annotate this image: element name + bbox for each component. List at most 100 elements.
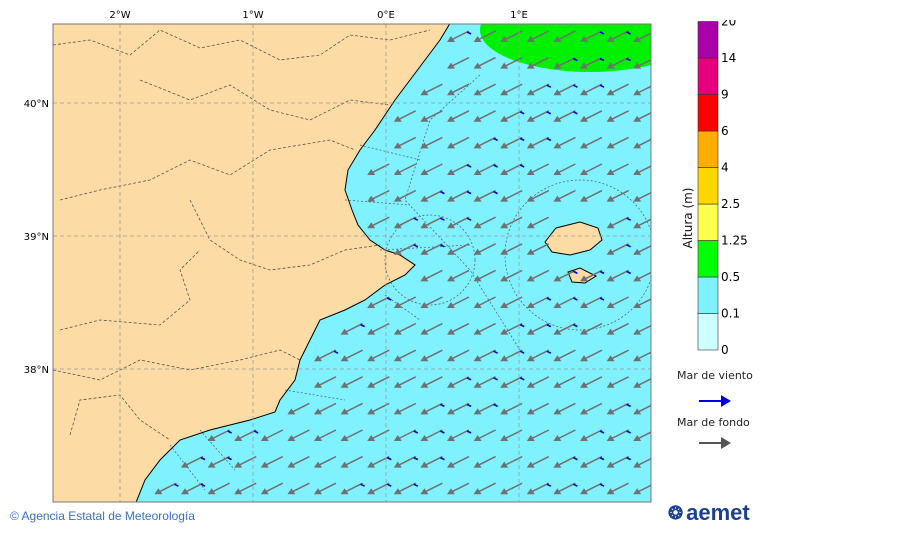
swell-arrow xyxy=(447,216,470,229)
wind-sea-arrow xyxy=(519,350,525,354)
swell-arrow xyxy=(420,322,443,335)
swell-arrow xyxy=(606,136,629,149)
swell-arrow xyxy=(447,269,470,282)
swell-arrow xyxy=(447,429,470,441)
swell-arrow xyxy=(420,376,443,388)
swell-arrow xyxy=(181,455,204,468)
swell-arrow xyxy=(367,216,390,229)
swell-arrow xyxy=(526,243,550,255)
wind-sea-arrow xyxy=(626,270,631,275)
swell-arrow xyxy=(447,349,470,362)
colorbar-segment xyxy=(697,21,719,59)
wind-sea-arrow xyxy=(546,323,552,328)
wind-sea-arrow xyxy=(599,430,605,434)
swell-arrow xyxy=(500,482,523,495)
land-mainland xyxy=(53,24,451,502)
swell-arrow xyxy=(287,482,310,495)
logo-text: aemet xyxy=(686,500,750,525)
colorbar-tick-label: 0.5 xyxy=(721,270,740,284)
wind-sea-arrow xyxy=(466,31,472,35)
swell-arrow xyxy=(553,30,576,42)
swell-arrow xyxy=(420,136,443,149)
swell-arrow xyxy=(314,429,337,441)
swell-arrow xyxy=(606,30,629,42)
swell-arrow xyxy=(393,482,417,495)
wind-sea-arrow xyxy=(599,31,605,35)
swell-arrow xyxy=(606,296,629,308)
wind-sea-arrow xyxy=(546,350,552,354)
swell-arrow xyxy=(526,216,550,229)
wind-sea-arrow xyxy=(174,483,179,487)
wind-sea-arrow xyxy=(200,456,206,461)
wind-sea-arrow xyxy=(360,483,365,487)
wind-sea-arrow xyxy=(519,377,525,381)
wind-sea-arrow xyxy=(200,483,206,487)
wind-sea-arrow xyxy=(546,483,552,487)
wind-sea-arrow xyxy=(546,297,552,301)
swell-arrow xyxy=(447,482,470,495)
swell-arrow xyxy=(447,136,470,149)
swell-arrow xyxy=(580,402,603,415)
swell-arrow xyxy=(260,482,284,495)
swell-arrow xyxy=(393,402,417,415)
swell-arrow xyxy=(447,402,470,415)
wind-sea-arrow xyxy=(360,323,365,328)
colorbar-tick-label: 4 xyxy=(721,161,729,175)
copyright-text: Agencia Estatal de Meteorología xyxy=(21,509,195,523)
swell-arrow xyxy=(393,110,417,122)
swell-arrow xyxy=(207,429,230,441)
swell-arrow xyxy=(367,376,390,388)
swell-arrow xyxy=(473,296,496,308)
swell-arrow xyxy=(420,189,443,202)
colorbar-segment xyxy=(697,203,719,241)
swell-arrow xyxy=(553,402,576,415)
swell-arrow xyxy=(473,322,496,335)
wind-sea-arrow xyxy=(466,377,472,381)
swell-arrow xyxy=(473,56,496,69)
wind-sea-arrow xyxy=(653,192,657,194)
swell-arrow xyxy=(526,429,550,441)
wind-sea-arrow xyxy=(413,456,419,461)
swell-arrow xyxy=(553,296,576,308)
swell-arrow xyxy=(606,243,629,255)
wind-sea-arrow xyxy=(413,430,419,434)
swell-arrow xyxy=(633,218,651,229)
swell-arrow xyxy=(580,455,603,468)
swell-arrow xyxy=(420,110,443,122)
wind-sea-arrow xyxy=(573,57,578,62)
swell-arrow xyxy=(340,455,363,468)
wind-sea-arrow xyxy=(626,57,631,62)
swell-arrow xyxy=(393,429,417,441)
wind-sea-arrow xyxy=(440,244,445,248)
swell-arrow xyxy=(500,376,523,388)
wind-sea-arrow xyxy=(599,270,605,275)
wind-sea-arrow xyxy=(440,217,445,221)
swell-arrow xyxy=(606,189,629,202)
wind-sea-arrow xyxy=(599,483,605,487)
swell-arrow xyxy=(447,322,470,335)
swell-arrow xyxy=(500,243,523,255)
wind-sea-arrow xyxy=(653,32,657,34)
swell-arrow xyxy=(473,482,496,495)
wind-sea-arrow xyxy=(626,217,631,221)
swell-arrow xyxy=(633,457,651,468)
aemet-logo: ❂ aemet xyxy=(668,500,750,526)
swell-arrow xyxy=(526,482,550,495)
swell-arrow xyxy=(473,429,496,441)
swell-arrow xyxy=(473,110,496,122)
swell-arrow xyxy=(393,296,417,308)
wind-sea-arrow xyxy=(546,137,552,142)
swell-arrow xyxy=(580,163,603,175)
wind-sea-arrow xyxy=(599,456,605,461)
swell-arrow xyxy=(606,216,629,229)
swell-arrow xyxy=(606,482,629,495)
swell-arrow xyxy=(633,298,651,308)
swell-arrow xyxy=(526,349,550,362)
swell-arrow xyxy=(633,165,651,175)
wind-sea-arrow xyxy=(333,350,339,354)
swell-arrow xyxy=(580,269,603,282)
swell-arrow xyxy=(393,322,417,335)
swell-arrow xyxy=(367,349,390,362)
swell-arrow xyxy=(580,110,603,122)
swell-arrow xyxy=(340,376,363,388)
